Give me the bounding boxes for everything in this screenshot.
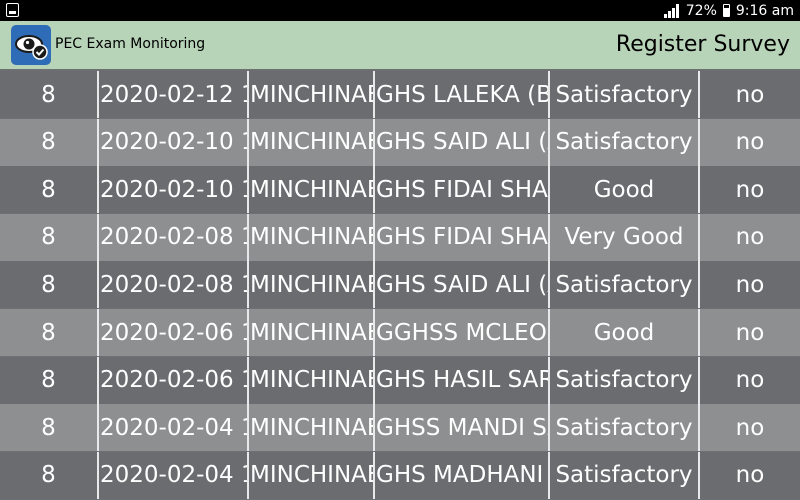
school-cell: GHS LALEKA (B) (375, 71, 550, 118)
school-cell: GHS SAID ALI (A) (375, 118, 550, 166)
rating-cell: Satisfactory (550, 356, 700, 404)
district-cell: MINCHINABAD (249, 118, 375, 166)
date-cell: 2020-02-04 1 (99, 451, 249, 499)
signal-icon (663, 3, 680, 18)
flag-cell: no (735, 462, 765, 489)
row-number: 8 (0, 213, 99, 261)
rating-cell: Satisfactory (550, 261, 700, 309)
row-number: 8 (0, 71, 99, 118)
rating-cell: Satisfactory (550, 404, 700, 452)
row-number: 8 (0, 261, 99, 309)
flag-cell: no (735, 224, 765, 251)
app-header: PEC Exam Monitoring Register Survey (0, 21, 800, 69)
flag-cell: no (735, 414, 765, 441)
district-cell: MINCHINABAD (249, 261, 375, 309)
school-cell: GHS FIDAI SHAH (375, 213, 550, 261)
page-title: Register Survey (615, 32, 790, 57)
rating-cell: Satisfactory (550, 118, 700, 166)
district-cell: MINCHINABAD (249, 309, 375, 356)
district-cell: MINCHINABAD (249, 404, 375, 452)
flag-cell: no (735, 176, 765, 203)
school-cell: GHS SAID ALI (A) (375, 261, 550, 309)
flag-cell: no (735, 367, 765, 394)
school-cell: GHS HASIL SARU (375, 356, 550, 404)
date-cell: 2020-02-08 1 (99, 213, 249, 261)
status-indicators: 72% 9:16 am (663, 0, 794, 21)
battery-percent: 72% (685, 2, 717, 19)
school-cell: GGHSS MCLEOD (375, 309, 550, 356)
row-number: 8 (0, 404, 99, 452)
flag-cell: no (735, 81, 765, 108)
row-number: 8 (0, 451, 99, 499)
eye-check-icon (15, 35, 48, 60)
rating-cell: Very Good (550, 213, 700, 261)
status-bar: 72% 9:16 am (0, 0, 800, 21)
rating-cell: Good (550, 166, 700, 214)
date-cell: 2020-02-10 1 (99, 166, 249, 214)
app-name: PEC Exam Monitoring (55, 36, 206, 52)
district-cell: MINCHINABAD (249, 71, 375, 118)
rating-cell: Good (550, 309, 700, 356)
district-cell: MINCHINABAD (249, 213, 375, 261)
school-cell: GHS MADHANI W (375, 451, 550, 499)
notification-icon (6, 3, 19, 17)
flag-cell: no (735, 319, 765, 346)
district-cell: MINCHINABAD (249, 356, 375, 404)
rating-cell: Satisfactory (550, 451, 700, 499)
battery-icon (722, 4, 730, 17)
row-number: 8 (0, 118, 99, 166)
rating-cell: Satisfactory (550, 71, 700, 118)
district-cell: MINCHINABAD (249, 451, 375, 499)
flag-cell: no (735, 129, 765, 156)
date-cell: 2020-02-06 1 (99, 309, 249, 356)
date-cell: 2020-02-12 1 (99, 71, 249, 118)
app-logo[interactable] (11, 25, 51, 65)
row-number: 8 (0, 166, 99, 214)
clock: 9:16 am (735, 2, 794, 19)
row-number: 8 (0, 309, 99, 356)
date-cell: 2020-02-08 1 (99, 261, 249, 309)
date-cell: 2020-02-06 1 (99, 356, 249, 404)
date-cell: 2020-02-04 1 (99, 404, 249, 452)
date-cell: 2020-02-10 1 (99, 118, 249, 166)
flag-cell: no (735, 271, 765, 298)
district-cell: MINCHINABAD (249, 166, 375, 214)
school-cell: GHS FIDAI SHAH (375, 166, 550, 214)
school-cell: GHSS MANDI SA (375, 404, 550, 452)
row-number: 8 (0, 356, 99, 404)
